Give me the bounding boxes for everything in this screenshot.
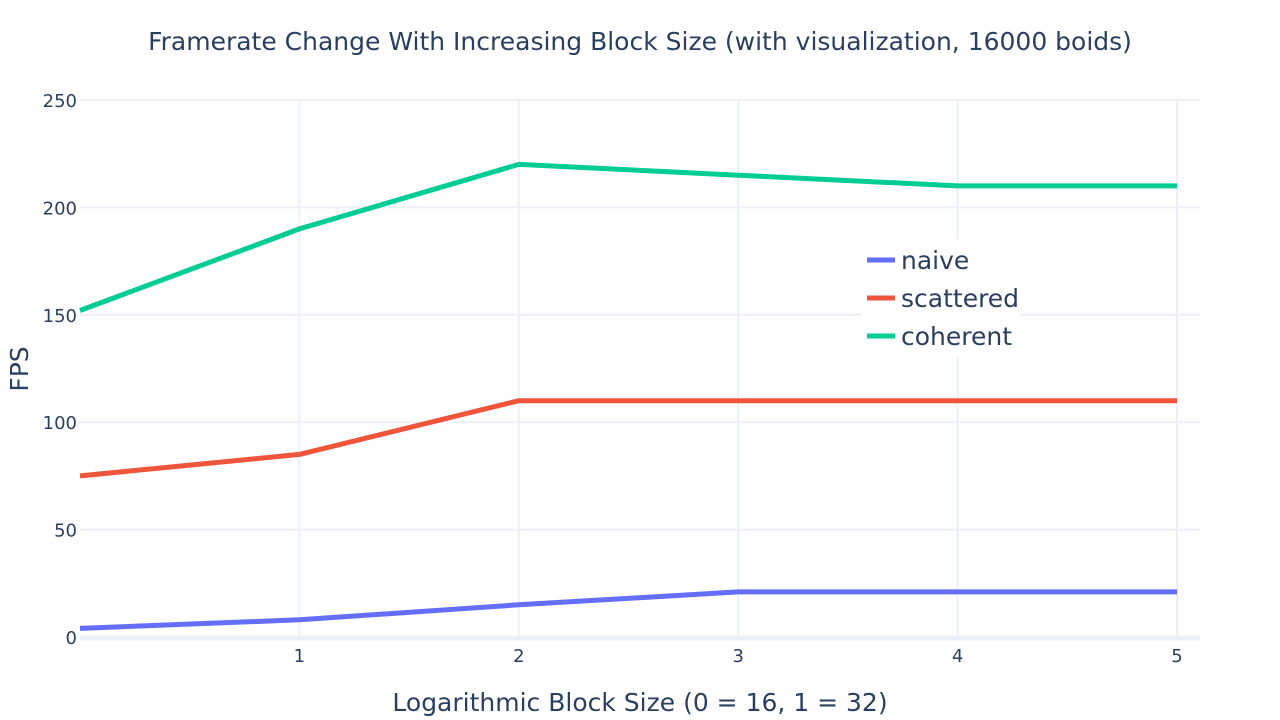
- x-axis-title: Logarithmic Block Size (0 = 16, 1 = 32): [392, 688, 887, 717]
- x-tick-label: 4: [952, 646, 963, 667]
- legend-label-scattered[interactable]: scattered: [901, 284, 1019, 313]
- x-tick-label: 2: [513, 646, 524, 667]
- y-tick-label: 100: [43, 413, 77, 434]
- y-tick-labels: 0 50 100 150 200 250: [43, 91, 77, 649]
- x-tick-labels: 1 2 3 4 5: [294, 646, 1183, 667]
- y-tick-label: 250: [43, 91, 77, 112]
- series-line-coherent: [79, 161, 1177, 313]
- legend[interactable]: naive scattered coherent: [862, 239, 1020, 357]
- y-tick-label: 50: [54, 521, 77, 542]
- x-tick-label: 5: [1171, 646, 1182, 667]
- series-line-scattered: [79, 398, 1177, 479]
- series-line-naive: [79, 589, 1177, 631]
- x-tick-label: 1: [294, 646, 305, 667]
- legend-label-coherent[interactable]: coherent: [901, 322, 1012, 351]
- x-tick-label: 3: [732, 646, 743, 667]
- series-layer: [79, 161, 1178, 631]
- y-tick-label: 200: [43, 198, 77, 219]
- y-tick-label: 150: [43, 306, 77, 327]
- legend-label-naive[interactable]: naive: [901, 246, 969, 275]
- y-tick-label: 0: [66, 628, 77, 649]
- y-axis-title: FPS: [5, 346, 34, 391]
- chart-title: Framerate Change With Increasing Block S…: [148, 27, 1132, 56]
- grid-layer: [80, 99, 1200, 637]
